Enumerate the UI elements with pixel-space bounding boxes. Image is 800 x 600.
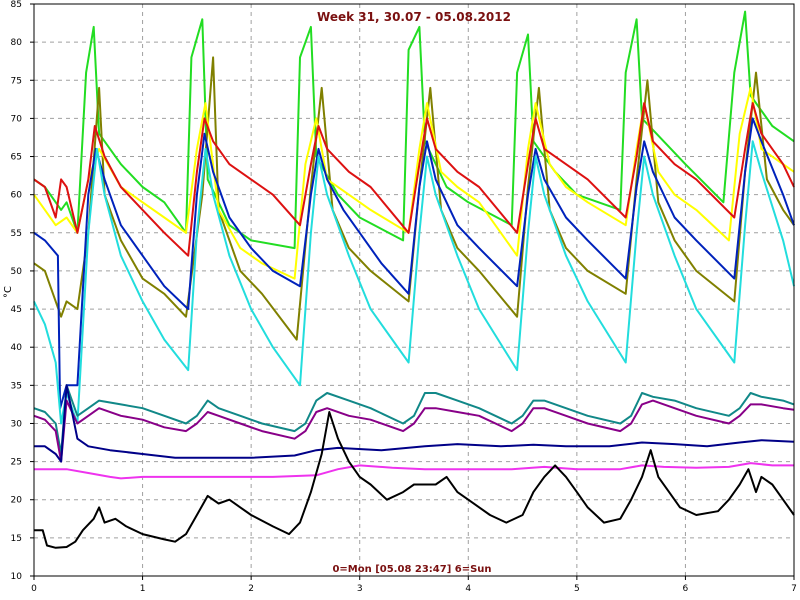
series-line xyxy=(33,102,795,257)
y-tick-label: 15 xyxy=(11,534,22,544)
series-line xyxy=(34,384,795,463)
series-line xyxy=(33,140,795,425)
x-axis-label: 0=Mon [05.08 23:47] 6=Sun xyxy=(332,564,491,575)
y-tick-label: 80 xyxy=(11,38,23,48)
series-line xyxy=(33,117,795,410)
y-tick-label: 20 xyxy=(11,496,23,506)
chart-title: Week 31, 30.07 - 05.08.2012 xyxy=(317,10,511,24)
series-line xyxy=(33,384,795,455)
x-tick-label: 3 xyxy=(357,584,363,594)
y-tick-label: 65 xyxy=(11,153,22,163)
y-tick-label: 50 xyxy=(11,267,23,277)
y-axis-label: °C xyxy=(3,286,14,298)
series-line xyxy=(33,56,795,341)
y-tick-label: 70 xyxy=(11,114,23,124)
y-tick-label: 75 xyxy=(11,76,22,86)
x-tick-label: 4 xyxy=(465,584,471,594)
y-tick-label: 10 xyxy=(11,572,23,582)
x-tick-label: 2 xyxy=(248,584,254,594)
y-tick-label: 55 xyxy=(11,229,22,239)
y-tick-label: 35 xyxy=(11,381,22,391)
y-tick-label: 85 xyxy=(11,0,22,10)
series-line xyxy=(33,86,795,280)
y-tick-label: 60 xyxy=(11,191,23,201)
y-tick-label: 30 xyxy=(11,419,23,429)
y-tick-label: 45 xyxy=(11,305,22,315)
series-group xyxy=(33,10,795,549)
y-tick-label: 40 xyxy=(11,343,23,353)
series-line xyxy=(33,399,795,463)
series-line xyxy=(34,411,795,549)
y-tick-label: 25 xyxy=(11,458,22,468)
x-tick-label: 0 xyxy=(31,584,37,594)
x-tick-label: 1 xyxy=(140,584,146,594)
x-tick-label: 6 xyxy=(683,584,689,594)
plot-border xyxy=(33,3,795,577)
x-tick-label: 7 xyxy=(791,584,797,594)
x-tick-label: 5 xyxy=(574,584,580,594)
series-line xyxy=(34,462,794,480)
